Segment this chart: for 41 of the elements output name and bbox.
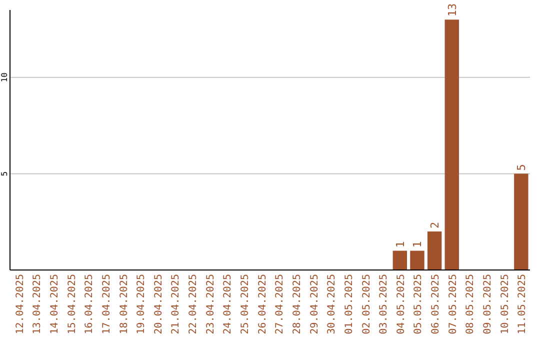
x-tick-label: 16.04.2025 <box>84 274 96 334</box>
x-tick-label: 02.05.2025 <box>361 274 372 334</box>
x-tick-label: 18.04.2025 <box>118 274 130 334</box>
x-tick-label: 21.04.2025 <box>170 274 182 334</box>
x-tick-label: 22.04.2025 <box>188 274 200 334</box>
x-tick-label: 28.04.2025 <box>292 274 303 334</box>
x-tick-label: 23.04.2025 <box>205 274 216 334</box>
x-tick-label: 13.04.2025 <box>32 274 44 334</box>
y-tick-label: 10 <box>0 72 9 82</box>
bar <box>427 231 442 270</box>
x-tick-label: 01.05.2025 <box>344 274 355 334</box>
data-label: 13 <box>446 3 459 17</box>
x-tick-label: 05.05.2025 <box>413 274 424 334</box>
x-tick-label: 03.05.2025 <box>378 274 390 334</box>
data-label: 2 <box>428 222 442 228</box>
x-tick-label: 29.04.2025 <box>309 274 320 334</box>
x-tick-label: 09.05.2025 <box>482 274 494 334</box>
x-tick-label: 11.05.2025 <box>517 274 528 334</box>
bar <box>444 20 459 270</box>
bar <box>410 250 424 270</box>
x-tick-label: 10.05.2025 <box>500 274 511 334</box>
x-tick-label: 24.04.2025 <box>222 274 234 334</box>
data-label: 1 <box>411 241 424 248</box>
data-label: 1 <box>394 241 407 248</box>
x-tick-label: 12.04.2025 <box>14 274 26 334</box>
x-tick-label: 27.04.2025 <box>274 274 286 334</box>
bar <box>392 250 408 270</box>
x-tick-label: 06.05.2025 <box>430 274 442 334</box>
x-tick-label: 19.04.2025 <box>136 274 148 334</box>
x-tick-label: 07.05.2025 <box>448 274 459 334</box>
x-tick-label: 20.04.2025 <box>153 274 164 334</box>
x-tick-label: 08.05.2025 <box>465 274 476 334</box>
x-tick-label: 15.04.2025 <box>66 274 78 334</box>
x-tick-label: 17.04.2025 <box>101 274 112 334</box>
x-tick-label: 14.04.2025 <box>49 274 60 334</box>
bar <box>514 174 528 270</box>
x-tick-label: 25.04.2025 <box>240 274 252 334</box>
data-label: 5 <box>515 164 528 171</box>
x-tick-label: 30.04.2025 <box>326 274 338 334</box>
x-tick-label: 26.04.2025 <box>257 274 268 334</box>
x-tick-label: 04.05.2025 <box>396 274 407 334</box>
